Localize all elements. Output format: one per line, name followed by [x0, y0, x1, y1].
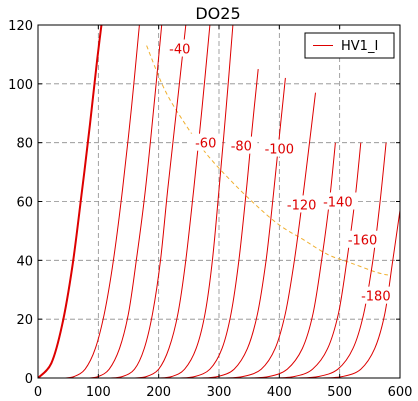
curve-label: -120: [281, 195, 322, 213]
plate-curve: [297, 142, 387, 378]
plate-curve: [224, 92, 316, 378]
plate-curve: [134, 25, 211, 378]
curve-label-bg: [225, 136, 258, 154]
curve-label-text: -160: [348, 234, 378, 249]
curve-label: -100: [259, 139, 300, 158]
curve-label-text: -120: [287, 198, 317, 213]
curve-label-text: -140: [323, 196, 353, 211]
curve-label-bg: [163, 39, 196, 57]
curve-label-text: -180: [361, 290, 391, 305]
x-tick-label: 400: [267, 385, 292, 400]
y-tick-label: 60: [16, 196, 33, 211]
y-tick-label: 0: [25, 372, 33, 387]
curve-label-bg: [281, 195, 322, 213]
x-tick-label: 300: [207, 385, 232, 400]
curve-label-bg: [189, 133, 222, 151]
plate-curve: [65, 25, 140, 378]
axis-ticks: 0 100 200 300 400 500 600 0 20 40 60 80 100 120: [8, 19, 412, 400]
curve-label-text: -80: [231, 140, 252, 155]
curve-labels: -40 -60 -80 -100 -120 -140 -160 -180: [163, 39, 396, 305]
curve-label-bg: [317, 192, 358, 210]
plate-curve: [110, 25, 187, 378]
plate-curve: [89, 25, 163, 378]
curve-label: -80: [225, 136, 258, 155]
plate-curve: [158, 25, 234, 378]
curve-label: -180: [355, 286, 396, 305]
curve-label-text: -40: [169, 43, 190, 58]
plate-curve: [200, 77, 286, 378]
y-tick-label: 120: [8, 19, 33, 34]
curve-label: -40: [163, 39, 196, 58]
curve-label: -160: [342, 230, 383, 249]
plate-curve: [38, 25, 103, 378]
y-tick-label: 40: [16, 254, 33, 269]
y-tick-label: 80: [16, 137, 33, 152]
curve-label-text: -60: [195, 137, 216, 152]
curve-label: -60: [189, 133, 222, 152]
x-tick-label: 500: [327, 385, 352, 400]
plate-curve: [321, 210, 400, 378]
load-line: [146, 45, 388, 276]
x-tick-label: 0: [34, 385, 42, 400]
curve-label-bg: [259, 139, 300, 157]
y-tick-label: 100: [8, 78, 33, 93]
load-line-path: [146, 45, 388, 276]
curve-label-bg: [342, 230, 383, 248]
curve-label-bg: [355, 286, 396, 304]
legend: HV1_I: [304, 32, 395, 59]
x-tick-label: 200: [146, 385, 171, 400]
legend-label: HV1_I: [341, 39, 378, 54]
y-tick-label: 20: [16, 313, 33, 328]
x-tick-label: 100: [86, 385, 111, 400]
curve-label-text: -100: [265, 143, 295, 158]
chart-title: DO25: [195, 4, 240, 23]
curve-label: -140: [317, 192, 358, 211]
x-tick-label: 600: [388, 385, 413, 400]
